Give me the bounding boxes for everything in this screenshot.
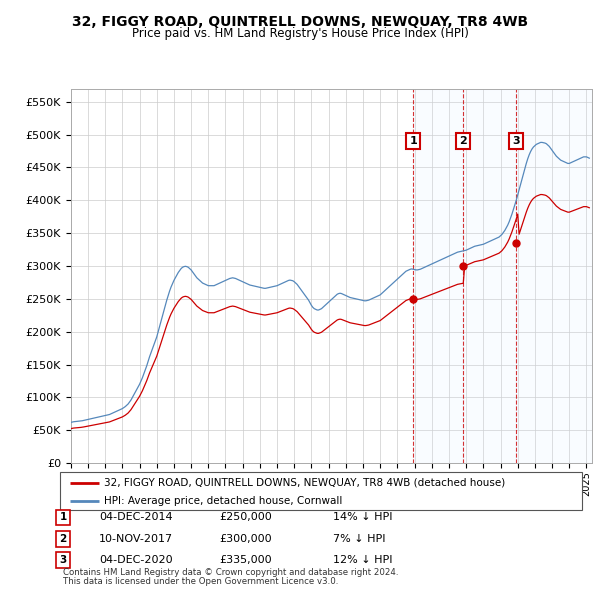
Bar: [516, 88, 592, 463]
Bar: [463, 88, 516, 463]
Text: £300,000: £300,000: [219, 534, 272, 543]
Text: 2: 2: [59, 534, 67, 543]
Text: 04-DEC-2020: 04-DEC-2020: [99, 555, 173, 565]
Text: 1: 1: [59, 513, 67, 522]
Bar: [413, 88, 463, 463]
Text: Contains HM Land Registry data © Crown copyright and database right 2024.: Contains HM Land Registry data © Crown c…: [63, 568, 398, 577]
Text: 04-DEC-2014: 04-DEC-2014: [99, 513, 173, 522]
Text: This data is licensed under the Open Government Licence v3.0.: This data is licensed under the Open Gov…: [63, 577, 338, 586]
Text: 32, FIGGY ROAD, QUINTRELL DOWNS, NEWQUAY, TR8 4WB (detached house): 32, FIGGY ROAD, QUINTRELL DOWNS, NEWQUAY…: [104, 478, 506, 488]
FancyBboxPatch shape: [60, 472, 582, 510]
Text: 2: 2: [460, 136, 467, 146]
Text: HPI: Average price, detached house, Cornwall: HPI: Average price, detached house, Corn…: [104, 496, 343, 506]
Text: £250,000: £250,000: [219, 513, 272, 522]
Text: Price paid vs. HM Land Registry's House Price Index (HPI): Price paid vs. HM Land Registry's House …: [131, 27, 469, 40]
Text: 7% ↓ HPI: 7% ↓ HPI: [333, 534, 386, 543]
Text: 14% ↓ HPI: 14% ↓ HPI: [333, 513, 392, 522]
Text: 10-NOV-2017: 10-NOV-2017: [99, 534, 173, 543]
Text: £335,000: £335,000: [219, 555, 272, 565]
Text: 32, FIGGY ROAD, QUINTRELL DOWNS, NEWQUAY, TR8 4WB: 32, FIGGY ROAD, QUINTRELL DOWNS, NEWQUAY…: [72, 15, 528, 30]
Text: 3: 3: [512, 136, 520, 146]
Text: 3: 3: [59, 555, 67, 565]
Text: 1: 1: [409, 136, 417, 146]
Text: 12% ↓ HPI: 12% ↓ HPI: [333, 555, 392, 565]
